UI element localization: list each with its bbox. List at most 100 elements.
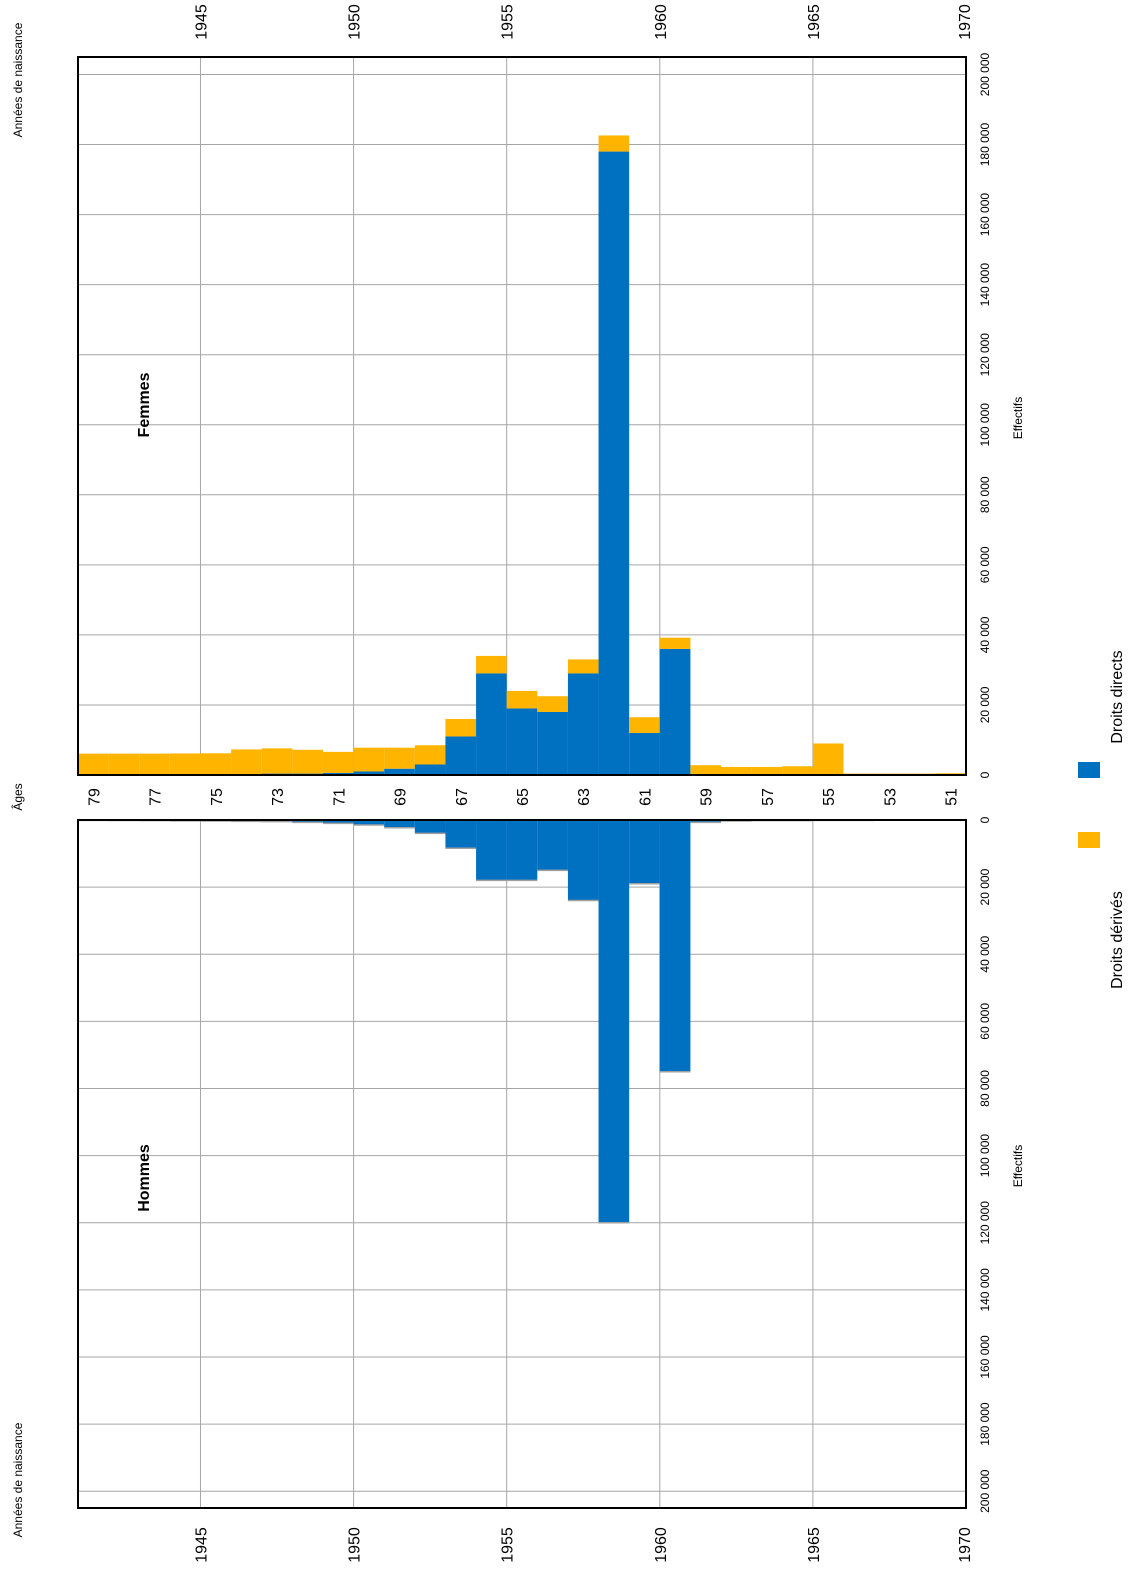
women-effectifs-axis-label: Effectifs [1011, 397, 1025, 439]
women-bar-derived-age-63 [567, 659, 599, 674]
age-tick-71: 71 [331, 788, 348, 806]
men-plot-border [77, 819, 967, 1509]
top-year-tick-1970: 1970 [957, 4, 974, 40]
women-value-tick-1: 20 000 [978, 686, 992, 723]
legend-label-droits-derives: Droits dérivés [1109, 891, 1126, 989]
age-tick-73: 73 [270, 788, 287, 806]
men-bar-direct-age-71 [322, 820, 354, 824]
legend: Droits dérivés Droits directs [1078, 650, 1126, 989]
men-value-ticks: 0 20 000 40 000 60 000 80 000 100 000 120 000 1… [978, 816, 992, 1513]
men-value-tick-4: 80 000 [978, 1070, 992, 1107]
women-bar-direct-age-64 [537, 711, 568, 775]
ages-axis-label: Âges [10, 783, 25, 810]
women-panel [77, 56, 967, 776]
women-bar-derived-age-75 [200, 753, 232, 775]
age-tick-65: 65 [515, 788, 532, 806]
men-value-tick-10: 200 000 [978, 1469, 992, 1513]
age-tick-67: 67 [454, 788, 471, 806]
age-tick-53: 53 [882, 788, 899, 806]
women-bar-derived-age-79 [78, 753, 109, 775]
bottom-year-tick-1965: 1965 [806, 1527, 823, 1563]
women-value-tick-7: 140 000 [978, 263, 992, 307]
bottom-birth-year-ticks: 1945 1950 1955 1960 1965 1970 [193, 1527, 974, 1563]
top-year-tick-1950: 1950 [347, 4, 364, 40]
bottom-year-tick-1950: 1950 [347, 1527, 364, 1563]
men-bar-direct-age-68 [414, 820, 446, 834]
women-bar-direct-age-68 [414, 764, 446, 775]
top-year-tick-1965: 1965 [806, 4, 823, 40]
women-value-tick-8: 160 000 [978, 193, 992, 237]
bottom-birth-years-axis-label: Années de naissance [11, 1422, 25, 1537]
men-bar-direct-age-60 [659, 820, 691, 1072]
age-tick-labels: 79 77 75 73 71 69 67 65 63 61 59 57 55 53 51 [86, 788, 960, 806]
top-year-tick-1960: 1960 [653, 4, 670, 40]
men-bar-direct-age-59 [690, 820, 722, 823]
men-value-tick-0: 0 [978, 816, 992, 823]
women-bar-direct-age-70 [353, 771, 385, 775]
women-bar-derived-age-69 [384, 747, 415, 769]
women-bar-derived-age-71 [322, 751, 354, 773]
women-bar-derived-age-67 [445, 718, 477, 737]
women-bar-derived-age-61 [629, 717, 660, 733]
women-value-tick-0: 0 [978, 771, 992, 778]
legend-swatch-droits-derives [1078, 832, 1100, 848]
men-panel-title: Hommes [136, 1144, 153, 1212]
women-value-tick-10: 200 000 [978, 53, 992, 97]
men-effectifs-axis-label: Effectifs [1011, 1145, 1025, 1187]
men-bar-direct-age-64 [537, 820, 568, 871]
women-bar-derived-age-74 [231, 749, 262, 774]
bottom-year-tick-1960: 1960 [653, 1527, 670, 1563]
men-bar-direct-age-72 [292, 820, 323, 823]
women-bar-direct-age-67 [445, 736, 477, 775]
women-value-tick-4: 80 000 [978, 476, 992, 513]
top-birth-year-ticks: 1945 1950 1955 1960 1965 1970 [193, 4, 974, 40]
men-panel [77, 819, 967, 1509]
women-bar-direct-age-69 [384, 768, 415, 775]
women-bar-direct-age-65 [506, 708, 538, 775]
men-value-tick-2: 40 000 [978, 936, 992, 973]
age-tick-59: 59 [699, 788, 716, 806]
women-value-tick-2: 40 000 [978, 616, 992, 653]
women-bar-direct-age-66 [476, 673, 507, 775]
men-bar-direct-age-67 [445, 820, 477, 849]
women-bar-derived-age-58 [721, 766, 752, 775]
top-year-tick-1945: 1945 [193, 4, 210, 40]
top-year-tick-1955: 1955 [500, 4, 517, 40]
men-value-tick-5: 100 000 [978, 1134, 992, 1178]
men-plot-frame [77, 819, 967, 1509]
women-bar-derived-age-77 [139, 753, 170, 775]
women-bar-direct-age-62 [598, 151, 630, 775]
women-bar-derived-age-72 [292, 749, 323, 774]
women-bar-derived-age-70 [353, 747, 385, 772]
women-bar-direct-age-63 [567, 673, 599, 775]
women-value-ticks: 0 20 000 40 000 60 000 80 000 100 000 120 000 1… [978, 53, 992, 779]
women-bar-derived-age-55 [812, 743, 844, 775]
women-bar-derived-age-56 [782, 766, 813, 775]
age-tick-77: 77 [148, 788, 165, 806]
men-value-tick-9: 180 000 [978, 1402, 992, 1446]
bottom-year-tick-1970: 1970 [957, 1527, 974, 1563]
men-value-tick-1: 20 000 [978, 868, 992, 905]
men-value-tick-7: 140 000 [978, 1268, 992, 1312]
age-tick-51: 51 [944, 788, 961, 806]
women-bar-derived-age-62 [598, 135, 630, 152]
men-value-tick-8: 160 000 [978, 1335, 992, 1379]
age-tick-75: 75 [209, 788, 226, 806]
women-bar-derived-age-76 [169, 753, 201, 775]
women-bar-derived-age-66 [476, 655, 507, 674]
women-value-tick-6: 120 000 [978, 333, 992, 377]
men-value-tick-6: 120 000 [978, 1201, 992, 1245]
women-panel-title: Femmes [136, 372, 153, 437]
women-value-tick-3: 60 000 [978, 546, 992, 583]
women-bar-direct-age-71 [322, 772, 354, 775]
age-tick-79: 79 [86, 788, 103, 806]
women-bar-direct-age-61 [629, 732, 660, 775]
top-birth-years-axis-label: Années de naissance [11, 22, 25, 137]
women-bar-derived-age-73 [261, 748, 293, 774]
men-bar-direct-age-65 [506, 820, 538, 881]
women-bar-direct-age-60 [659, 648, 691, 775]
age-tick-63: 63 [576, 788, 593, 806]
women-bar-derived-age-78 [108, 753, 140, 775]
age-tick-55: 55 [821, 788, 838, 806]
